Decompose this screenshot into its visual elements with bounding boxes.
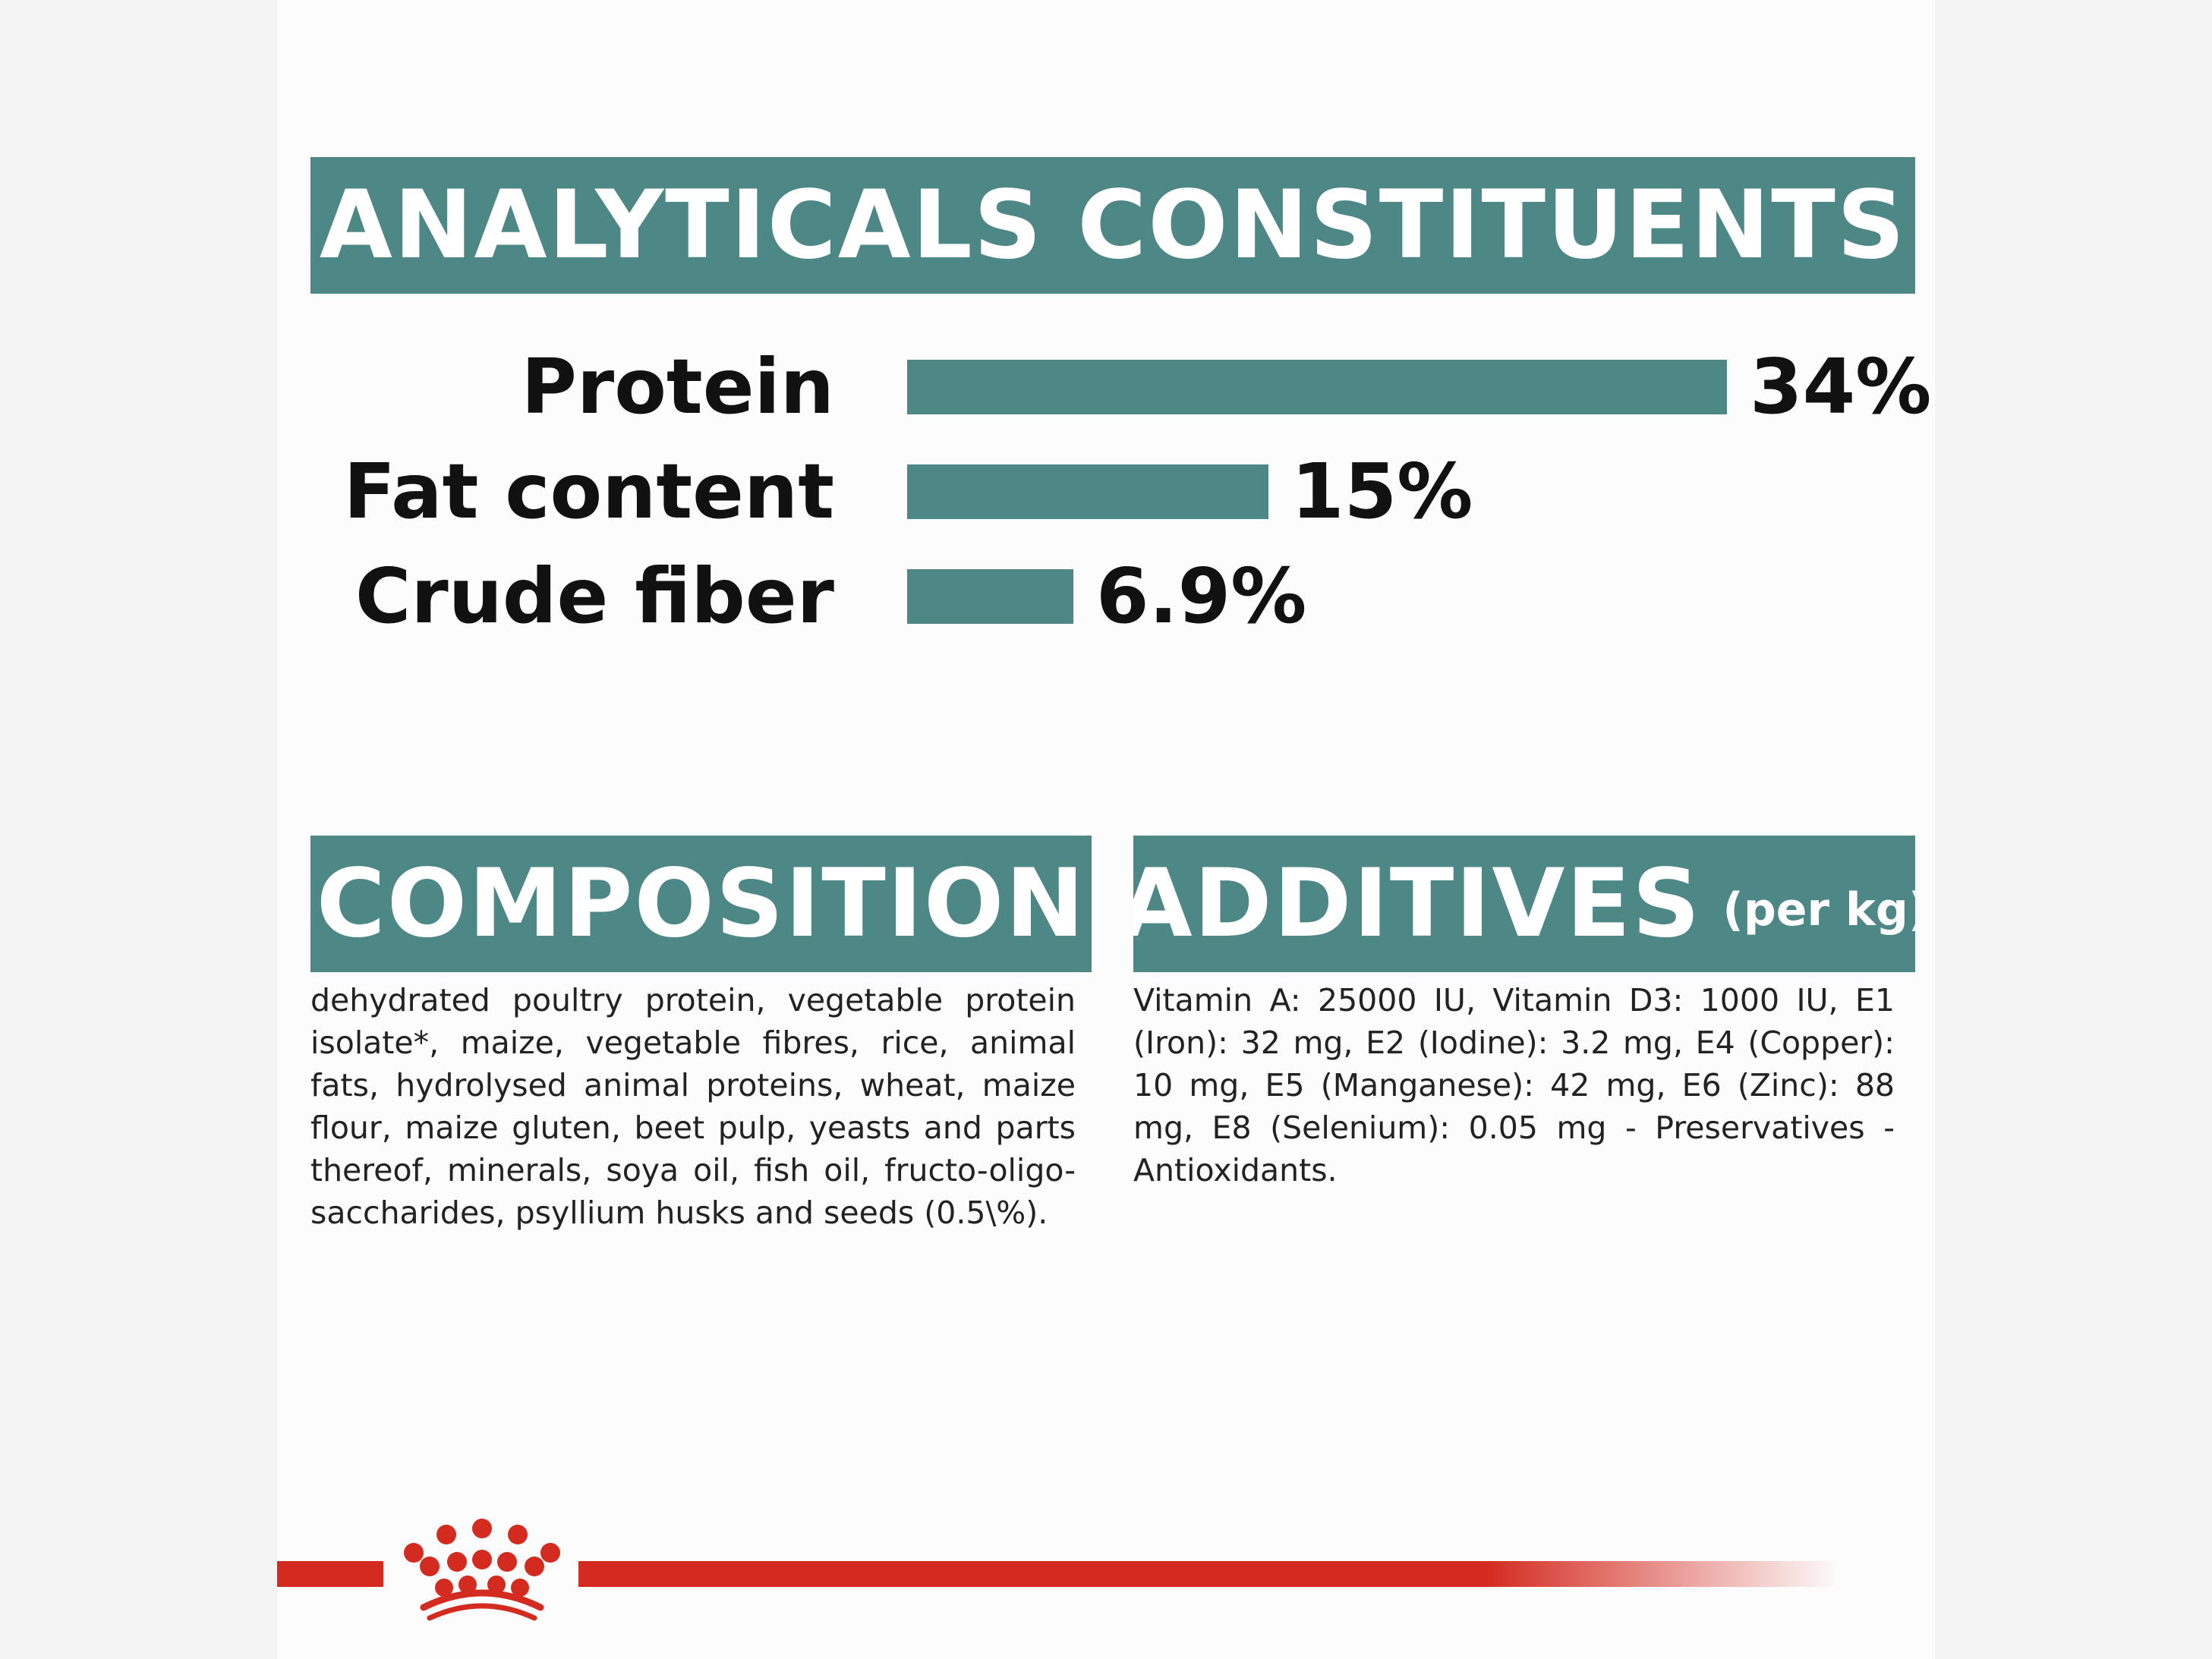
composition-title: COMPOSITION bbox=[316, 849, 1086, 959]
crude-fiber-value: 6.9% bbox=[1096, 552, 1307, 641]
protein-label: Protein bbox=[521, 342, 834, 431]
additives-text: Vitamin A: 25000 IU, Vitamin D3: 1000 IU… bbox=[1133, 982, 1895, 1188]
footer-line-right bbox=[578, 1561, 1839, 1587]
footer-line-left bbox=[277, 1561, 383, 1587]
crude-fiber-bar bbox=[907, 569, 1073, 624]
crude-fiber-label: Crude fiber bbox=[355, 552, 834, 641]
fat-content-value: 15% bbox=[1291, 447, 1473, 536]
protein-value: 34% bbox=[1750, 342, 1932, 431]
protein-bar bbox=[907, 360, 1727, 414]
composition-header: COMPOSITION bbox=[310, 836, 1092, 972]
composition-text: dehydrated poultry protein, vegetable pr… bbox=[310, 982, 1076, 1231]
additives-title: ADDITIVES bbox=[1133, 849, 1702, 959]
fat-content-bar bbox=[907, 464, 1268, 519]
analytical-constituents-title: ANALYTICALS CONSTITUENTS bbox=[319, 171, 1907, 280]
analytical-constituents-header: ANALYTICALS CONSTITUENTS bbox=[310, 157, 1915, 294]
fat-content-label: Fat content bbox=[343, 447, 834, 536]
additives-header: ADDITIVES (per kg) bbox=[1133, 836, 1915, 972]
additives-title-suffix: (per kg) bbox=[1722, 883, 1915, 937]
crown-logo-icon bbox=[404, 1519, 560, 1621]
